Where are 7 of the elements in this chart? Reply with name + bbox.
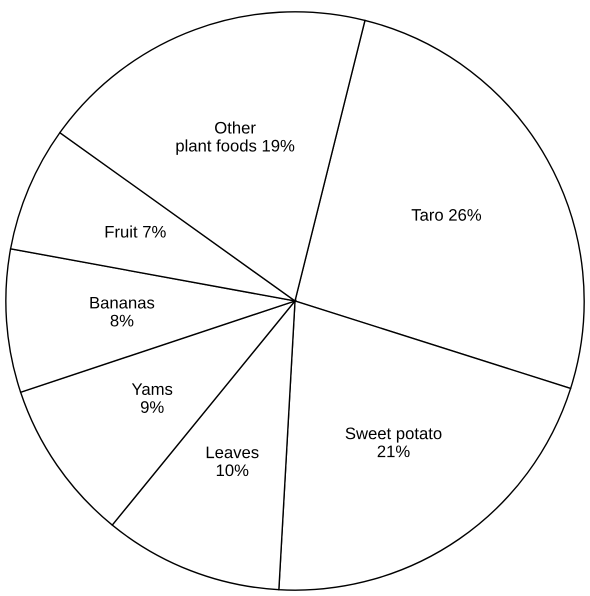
slice-label: Other plant foods 19% — [176, 121, 294, 155]
slice-label: Fruit 7% — [106, 225, 166, 238]
slice-label: Leaves 10% — [206, 446, 259, 476]
slice-label: Taro 26% — [412, 209, 482, 221]
slice-label: Yams 9% — [132, 383, 172, 413]
slice-label: Sweet potato 21% — [346, 427, 442, 458]
slice-label: Bananas 8% — [90, 296, 154, 327]
